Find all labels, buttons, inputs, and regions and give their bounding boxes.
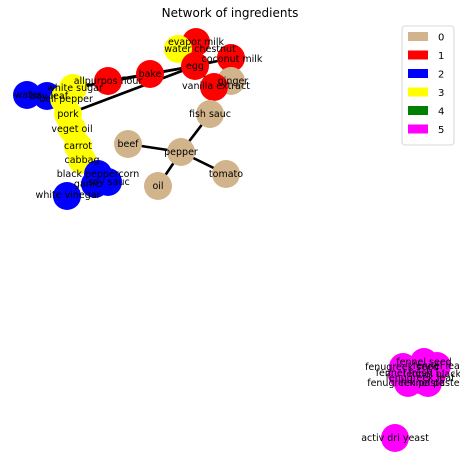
node-label-water-chestnut: water chestnut — [164, 44, 236, 55]
legend-swatch-3 — [408, 87, 428, 97]
edge-pork--egg — [67, 64, 196, 116]
node-coconut-milk — [217, 44, 245, 72]
node-fennel-paste — [414, 369, 442, 397]
node-label-pepper: pepper — [164, 147, 198, 158]
node-label-fennel-seed: fennel seed — [396, 357, 451, 368]
node-water-chestnut — [164, 35, 192, 63]
node-beef — [114, 130, 142, 158]
node-label-fenugreek-seed: fenugreek seed — [365, 362, 439, 373]
node-label-cabbag: cabbag — [65, 155, 100, 166]
node-label-activ-dri-yeast: activ dri yeast — [361, 433, 429, 444]
node-vanilla-extract — [200, 73, 228, 101]
node-layer — [13, 28, 451, 452]
node-label-bay-leaf: bay leaf — [30, 91, 69, 102]
node-water — [13, 81, 41, 109]
legend-swatch-2 — [408, 69, 428, 78]
legend-swatch-5 — [408, 124, 428, 134]
legend: 0 1 2 3 4 5 — [401, 25, 455, 146]
legend-label-3: 3 — [438, 88, 444, 99]
node-label-egg: egg — [186, 61, 204, 72]
node-tomato — [212, 160, 240, 188]
node-pepper — [167, 138, 195, 166]
node-label-veget-oil: veget oil — [51, 124, 92, 135]
node-white-vinegar — [53, 182, 81, 210]
legend-swatch-1 — [408, 50, 428, 60]
node-garlic — [81, 170, 109, 198]
node-label-beef: beef — [117, 139, 139, 150]
node-label-evapor-milk: evapor milk — [168, 37, 225, 48]
node-label-white-sugar: white sugar — [47, 83, 103, 94]
node-egg — [181, 52, 209, 80]
node-label-fenugreek-paste: fenugreek paste — [367, 378, 445, 389]
node-oil — [144, 172, 172, 200]
node-allpurpos-flour — [94, 67, 122, 95]
node-label-fish-sauc: fish sauc — [189, 109, 231, 120]
node-label-garlic: garlic — [74, 179, 100, 190]
legend-label-2: 2 — [438, 70, 444, 81]
node-label-fennel-fresh: fennel fresh — [376, 368, 433, 379]
node-label-water: water — [14, 90, 41, 101]
node-label-black-peppercorn: black peppercorn — [57, 169, 140, 180]
node-label-fennel-paste: fennel paste — [400, 378, 459, 389]
legend-label-0: 0 — [438, 33, 444, 44]
legend-swatch-0 — [408, 32, 428, 41]
node-label-soy-sauc: soy sauc — [88, 177, 129, 188]
node-label-bell-pepper: bell pepper — [39, 94, 93, 105]
node-label-fennel-black: fennel black — [403, 369, 460, 380]
chart-title: Network of ingredients — [162, 6, 299, 20]
node-label-carrot: carrot — [64, 141, 92, 152]
node-label-allpurpos-flour: allpurpos flour — [74, 76, 143, 87]
node-bake — [136, 60, 164, 88]
node-label-coconut-milk: coconut milk — [202, 54, 263, 65]
node-label-tomato: tomato — [209, 169, 243, 180]
legend-swatch-4 — [408, 106, 428, 115]
node-label-ginger: ginger — [218, 76, 249, 87]
node-activ-dri-yeast — [381, 424, 409, 452]
node-label-white-vinegar: white vinegar — [36, 190, 101, 201]
node-label-bake: bake — [139, 69, 162, 80]
node-label-oil: oil — [152, 181, 163, 192]
node-label-vanilla-extract: vanilla extract — [182, 81, 250, 92]
legend-label-1: 1 — [438, 51, 444, 62]
legend-label-5: 5 — [438, 125, 444, 136]
node-fenugreek-paste — [394, 369, 422, 397]
node-label-fenugreek-leaf: fenugreek leaf — [386, 373, 455, 384]
node-label-pork: pork — [57, 109, 79, 120]
node-fish-sauc — [196, 100, 224, 128]
legend-label-4: 4 — [438, 107, 444, 118]
node-label-fennel-leaf: fennel leaf — [413, 361, 460, 372]
